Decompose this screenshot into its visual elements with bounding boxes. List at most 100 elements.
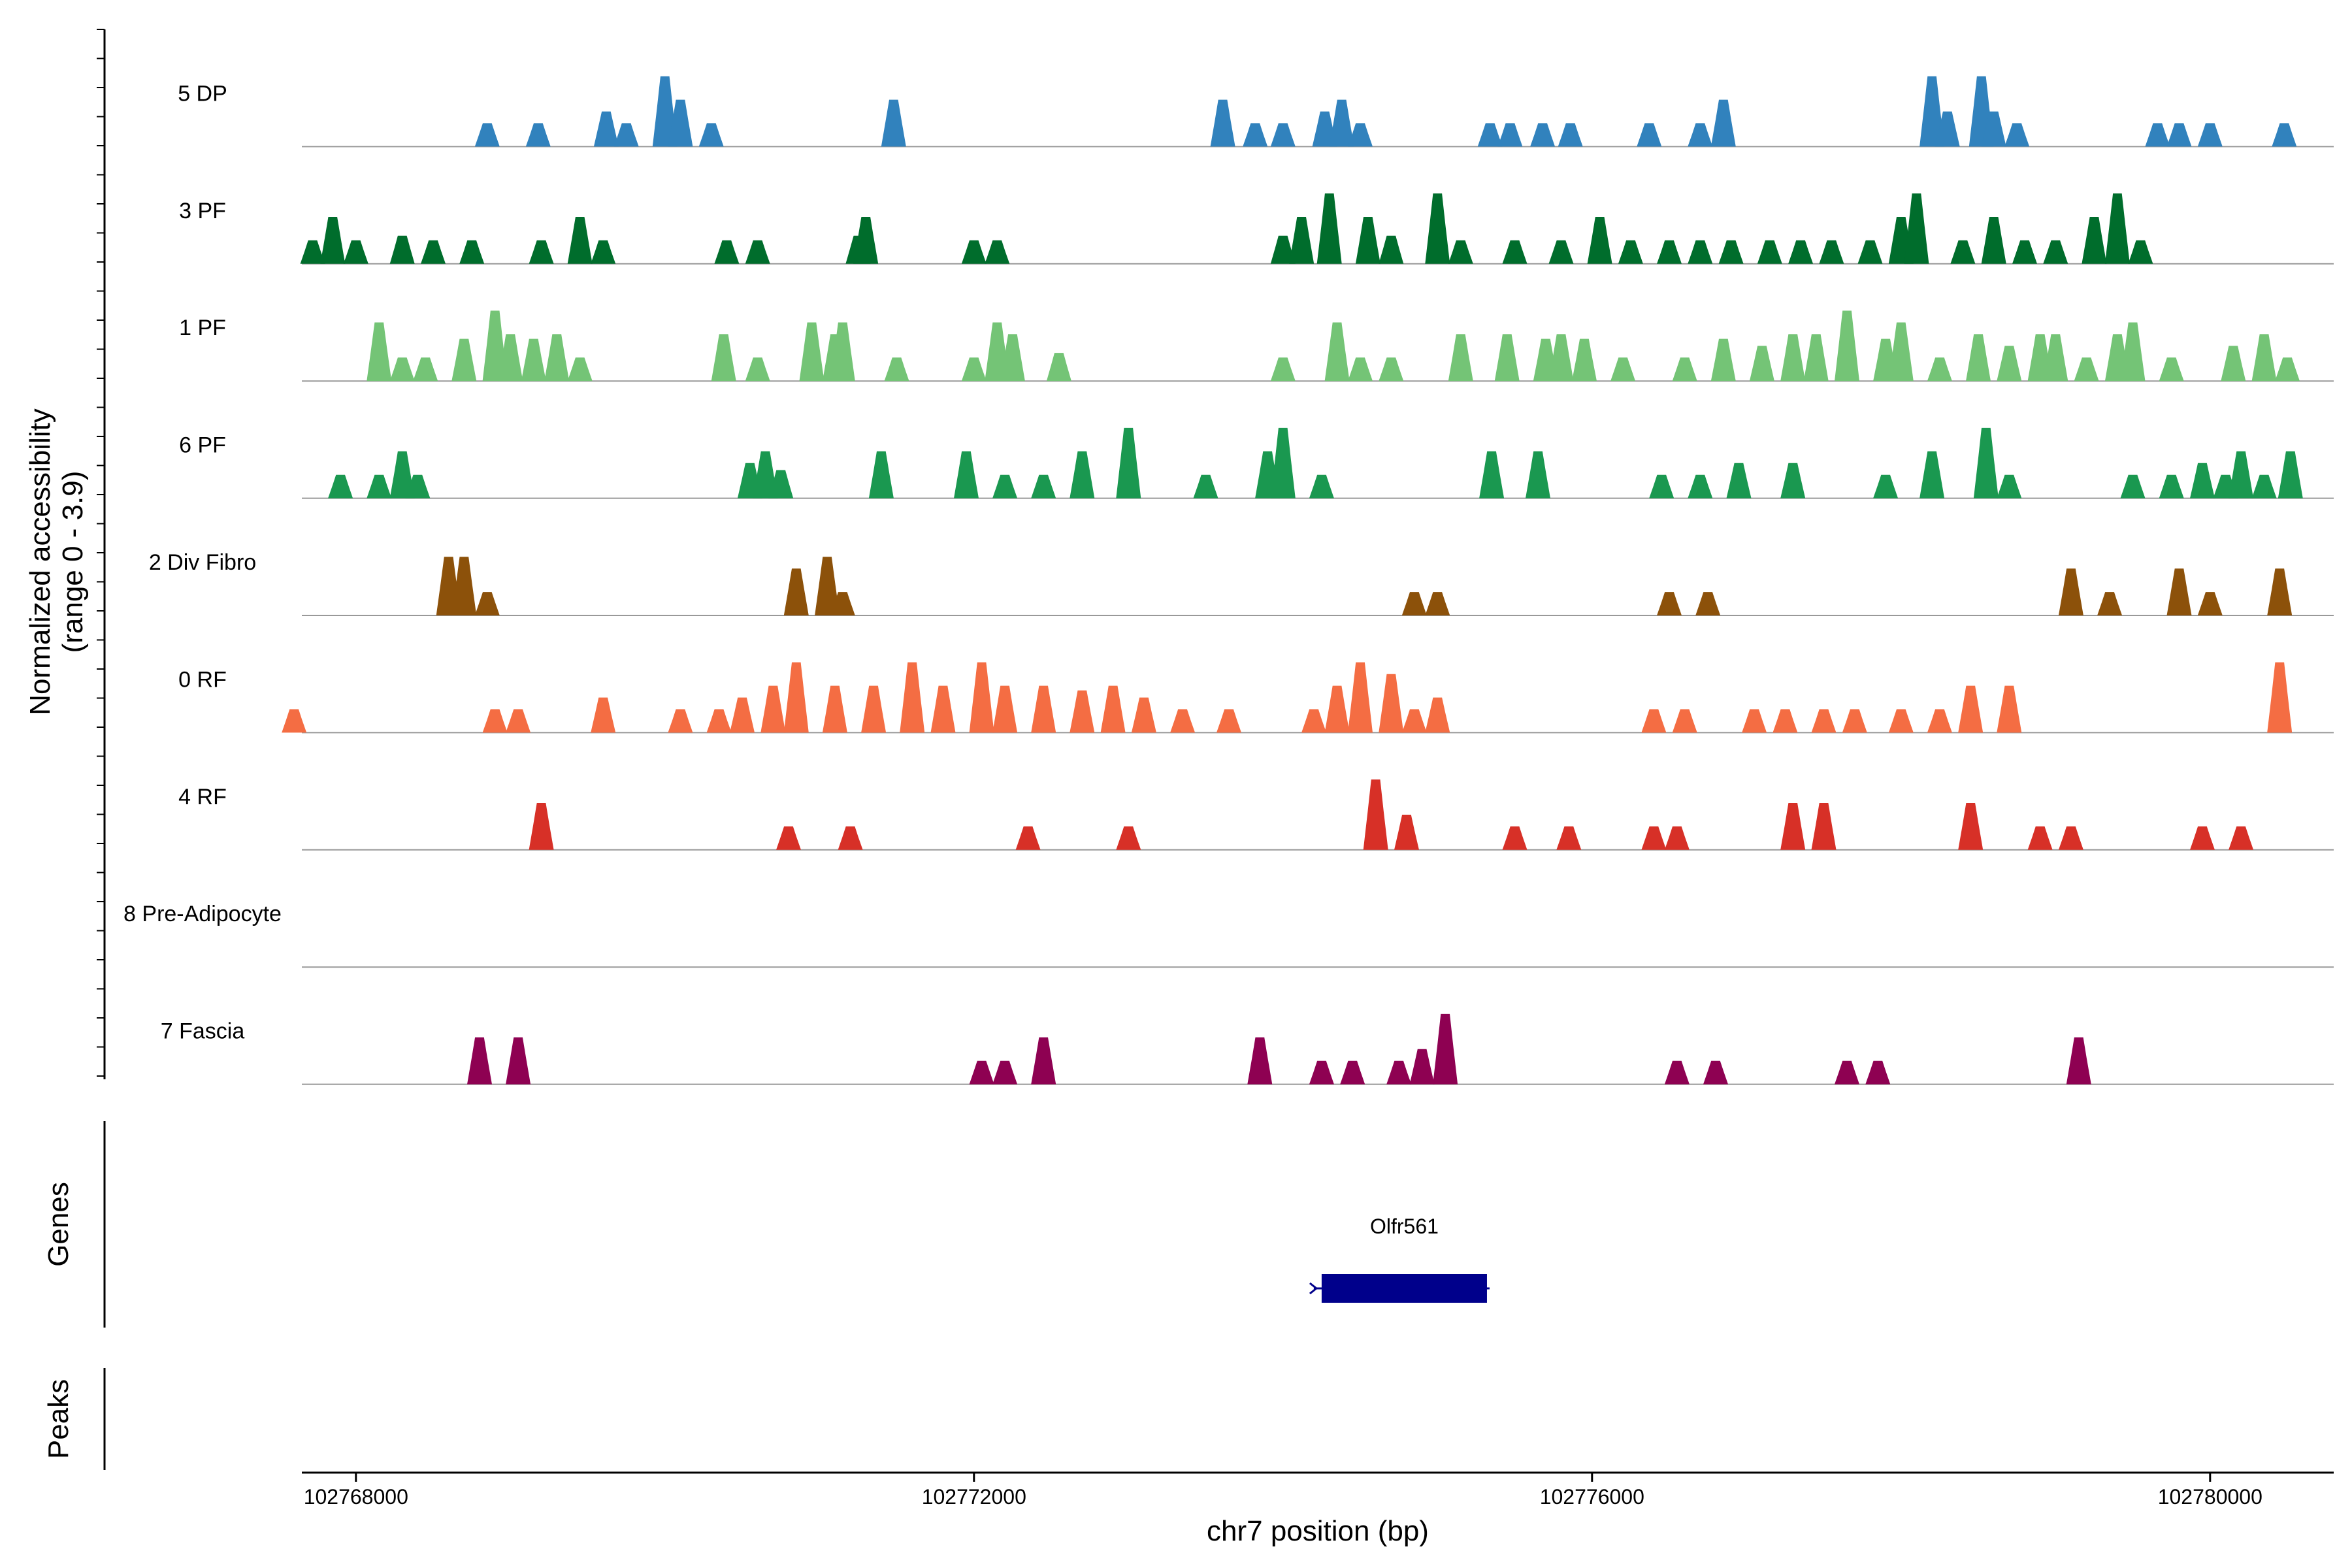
coverage-peak — [1637, 123, 1662, 147]
coverage-peak — [1394, 815, 1419, 850]
coverage-peak — [1270, 235, 1296, 264]
coverage-peak — [1193, 474, 1218, 498]
coverage-peak — [745, 240, 770, 264]
coverage-peak — [1618, 240, 1643, 264]
coverage-peak — [1247, 1037, 1273, 1085]
coverage-peak — [745, 357, 770, 382]
x-tick-label: 102768000 — [304, 1485, 408, 1509]
coverage-peak — [1757, 240, 1782, 264]
track-label: 7 Fascia — [161, 1019, 245, 1044]
coverage-peak — [1587, 217, 1612, 264]
coverage-peak — [451, 338, 477, 382]
coverage-peak — [1309, 474, 1334, 498]
coverage-peak — [1966, 334, 1991, 382]
coverage-peak — [389, 451, 415, 498]
coverage-peak — [1803, 334, 1829, 382]
coverage-peak — [1379, 235, 1404, 264]
coverage-peak — [1433, 1013, 1458, 1085]
gene-exon — [1321, 1274, 1487, 1303]
coverage-peak — [1857, 240, 1883, 264]
coverage-peak — [969, 1060, 994, 1085]
coverage-peak — [2066, 1037, 2091, 1085]
coverage-peak — [413, 357, 438, 382]
coverage-peak — [1131, 697, 1156, 733]
coverage-peak — [2012, 240, 2037, 264]
coverage-peak — [1958, 685, 1984, 733]
coverage-peak — [1695, 592, 1721, 615]
track-label: 4 RF — [178, 785, 227, 809]
coverage-peak — [768, 470, 794, 498]
coverage-peak — [1270, 357, 1296, 382]
coverage-peak — [2229, 826, 2254, 850]
coverage-peak — [1100, 685, 1126, 733]
coverage-peak — [459, 240, 485, 264]
coverage-peak — [1243, 123, 1268, 147]
coverage-peak — [1981, 111, 2006, 147]
coverage-peak — [753, 451, 778, 498]
coverage-peak — [1548, 334, 1574, 382]
coverage-peak — [2043, 240, 2068, 264]
coverage-peak — [1386, 1060, 1412, 1085]
coverage-peak — [1409, 1049, 1435, 1085]
coverage-peak — [544, 334, 570, 382]
coverage-peak — [2104, 193, 2130, 264]
coverage-peak — [1340, 1060, 1365, 1085]
coverage-peak — [1788, 240, 1814, 264]
coverage-peak — [1379, 357, 1404, 382]
coverage-peak — [1070, 451, 1095, 498]
coverage-peak — [1641, 826, 1667, 850]
coverage-peak — [2074, 357, 2099, 382]
coverage-peak — [613, 123, 639, 147]
coverage-peak — [498, 334, 523, 382]
coverage-peak — [1657, 240, 1682, 264]
coverage-peak — [1301, 709, 1327, 733]
coverage-peak — [2027, 826, 2053, 850]
coverage-peak — [529, 803, 554, 850]
coverage-peak — [706, 709, 732, 733]
coverage-peak — [1329, 99, 1354, 147]
coverage-peak — [300, 240, 325, 264]
coverage-peak — [1425, 193, 1450, 264]
coverage-peak — [591, 240, 616, 264]
gene-label: Olfr561 — [1370, 1215, 1439, 1238]
coverage-peak — [367, 474, 392, 498]
coverage-peak — [881, 99, 906, 147]
coverage-peak — [2058, 826, 2083, 850]
coverage-peak — [992, 1060, 1018, 1085]
coverage-peak — [482, 709, 508, 733]
coverage-peak — [2251, 334, 2277, 382]
coverage-peak — [1904, 193, 1929, 264]
coverage-peak — [1997, 346, 2022, 382]
coverage-peak — [822, 685, 847, 733]
coverage-peak — [730, 697, 755, 733]
coverage-peak — [1015, 826, 1041, 850]
coverage-peak — [2278, 451, 2303, 498]
coverage-peak — [838, 826, 863, 850]
coverage-peak — [1031, 474, 1056, 498]
coverage-peak — [1842, 709, 1867, 733]
coverage-peak — [698, 123, 724, 147]
coverage-peak — [1448, 334, 1473, 382]
coverage-peak — [1556, 826, 1582, 850]
coverage-peak — [1973, 427, 1999, 498]
coverage-peak — [961, 357, 987, 382]
coverage-peak — [961, 240, 987, 264]
track-1-pf: 1 PF — [179, 310, 2334, 382]
coverage-peak — [567, 357, 593, 382]
coverage-peak — [1316, 193, 1342, 264]
coverage-peak — [1835, 310, 1859, 382]
coverage-peak — [451, 557, 477, 615]
coverage-peak — [1710, 338, 1736, 382]
coverage-peak — [1950, 240, 1976, 264]
coverage-peak — [1170, 709, 1196, 733]
coverage-peak — [1502, 240, 1527, 264]
coverage-peak — [1703, 1060, 1728, 1085]
coverage-peak — [1425, 592, 1450, 615]
coverage-peak — [969, 662, 994, 733]
coverage-peak — [367, 322, 392, 382]
coverage-peak — [2159, 357, 2184, 382]
coverage-peak — [1401, 709, 1427, 733]
coverage-peak — [1348, 123, 1373, 147]
coverage-peak — [1270, 123, 1296, 147]
coverage-tracks: 5 DP 3 PF 1 PF 6 PF 2 Div Fibro 0 RF 4 RF 8 Pre… — [123, 76, 2334, 1085]
